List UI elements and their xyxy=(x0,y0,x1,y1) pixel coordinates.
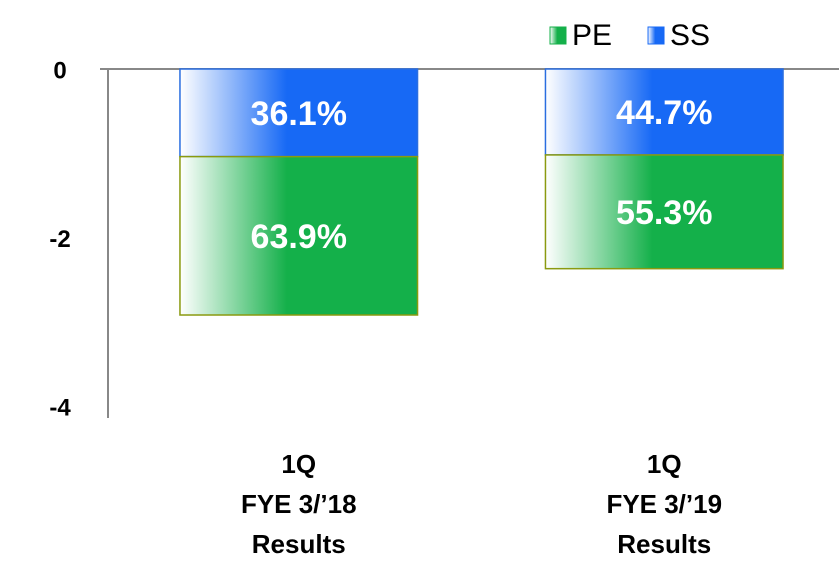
data-label: 63.9% xyxy=(251,218,347,256)
data-label: 36.1% xyxy=(251,95,347,133)
legend-label: SS xyxy=(670,19,710,52)
bar-segment xyxy=(179,155,419,316)
legend-swatch xyxy=(647,26,665,45)
legend-swatch xyxy=(549,26,567,45)
y-tick-label: -4 xyxy=(49,394,71,421)
bar-segment xyxy=(179,68,419,158)
y-tick-label: -2 xyxy=(49,226,70,253)
y-tick-label: 0 xyxy=(53,57,66,84)
bar-segment xyxy=(544,68,784,156)
legend-label: PE xyxy=(572,19,612,52)
x-tick-label: 1Q FYE 3/’18 Results xyxy=(241,449,357,559)
x-tick-label: 1Q FYE 3/’19 Results xyxy=(606,449,722,559)
data-label: 44.7% xyxy=(616,94,712,132)
bar-segment xyxy=(544,154,784,270)
data-label: 55.3% xyxy=(616,194,712,232)
